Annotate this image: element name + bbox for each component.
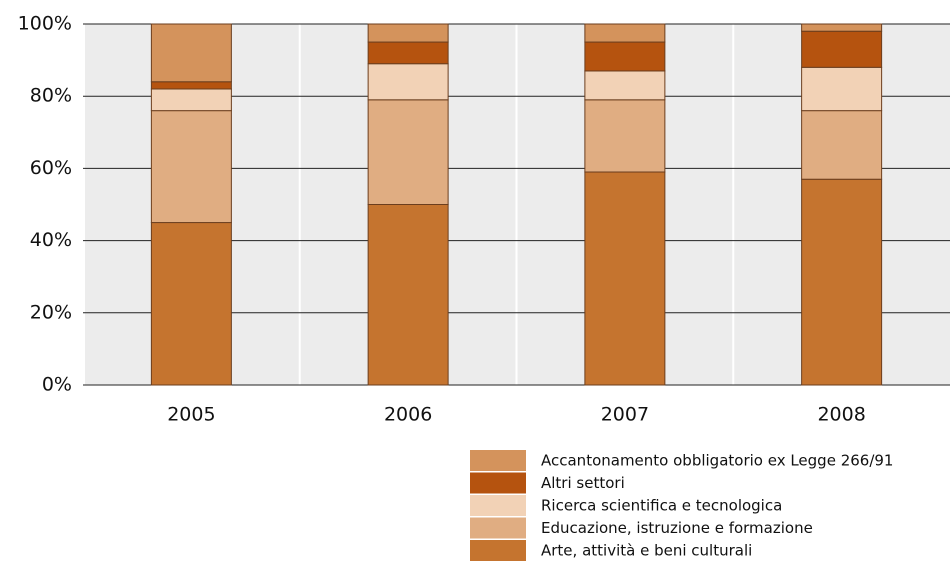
bar-segment — [367, 99, 449, 205]
legend-label: Accantonamento obbligatorio ex Legge 266… — [541, 452, 893, 470]
bar-segment — [801, 23, 883, 32]
x-tick-label: 2005 — [167, 404, 215, 426]
x-tick-label: 2008 — [817, 404, 865, 426]
bar-segment — [367, 63, 449, 101]
legend-label: Altri settori — [541, 474, 625, 492]
bar-segment — [150, 23, 232, 83]
bar-segment — [584, 99, 666, 173]
legend-label: Ricerca scientifica e tecnologica — [541, 497, 782, 515]
legend-swatch — [470, 540, 526, 561]
bar-segment — [584, 23, 666, 43]
bar-segment — [801, 30, 883, 68]
bar-segment — [801, 110, 883, 180]
bar-segment — [584, 70, 666, 101]
legend-swatch — [470, 450, 526, 471]
bar-segment — [367, 23, 449, 43]
y-tick-label: 80% — [30, 85, 72, 107]
bar-segment — [150, 222, 232, 386]
legend-swatch — [470, 472, 526, 494]
y-tick-label: 0% — [42, 374, 72, 396]
bar-segment — [150, 81, 232, 90]
bar-segment — [150, 88, 232, 112]
legend-label: Educazione, istruzione e formazione — [541, 519, 813, 537]
x-tick-label: 2007 — [601, 404, 649, 426]
legend-swatch — [470, 517, 526, 539]
y-tick-label: 20% — [30, 301, 72, 323]
y-tick-label: 60% — [30, 157, 72, 179]
bar-segment — [584, 171, 666, 386]
bar-segment — [584, 41, 666, 72]
bar-segment — [150, 110, 232, 224]
bar-segment — [801, 66, 883, 112]
bar-segment — [801, 178, 883, 386]
bar-segment — [367, 204, 449, 386]
legend-swatch — [470, 495, 526, 516]
legend-label: Arte, attività e beni culturali — [541, 542, 752, 560]
y-tick-label: 100% — [18, 13, 72, 35]
y-tick-label: 40% — [30, 229, 72, 251]
bar-segment — [367, 41, 449, 65]
x-tick-label: 2006 — [384, 404, 432, 426]
